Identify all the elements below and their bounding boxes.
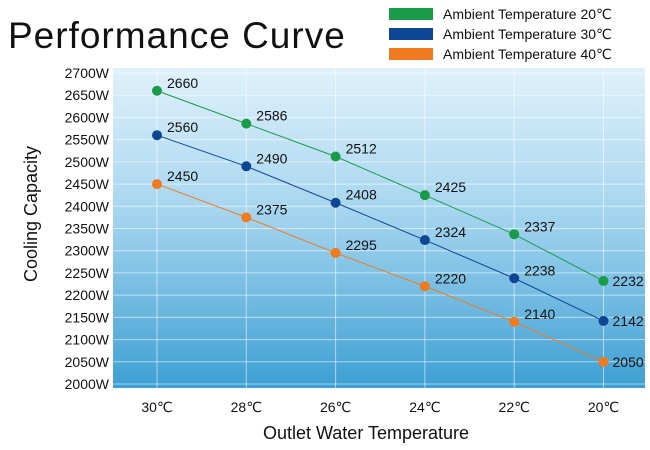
x-axis-label: Outlet Water Temperature — [263, 423, 469, 443]
data-point — [598, 315, 609, 326]
data-label: 2512 — [346, 141, 377, 157]
legend-swatch — [389, 48, 433, 60]
y-tick-label: 2200W — [65, 287, 110, 303]
y-tick-label: 2350W — [65, 221, 110, 237]
series-line — [156, 183, 604, 363]
y-tick-label: 2050W — [65, 354, 110, 370]
data-label: 2450 — [167, 168, 198, 184]
data-label: 2220 — [435, 270, 466, 286]
data-point — [152, 85, 162, 96]
data-label: 2337 — [524, 218, 555, 234]
series-lines — [156, 90, 604, 363]
legend: Ambient Temperature 20℃ Ambient Temperatu… — [389, 6, 612, 62]
data-label: 2238 — [524, 262, 555, 278]
legend-label: Ambient Temperature 40℃ — [443, 46, 612, 62]
x-tick-label: 24℃ — [409, 399, 440, 415]
legend-swatch — [389, 8, 433, 20]
data-point — [509, 229, 520, 240]
legend-swatch — [389, 28, 433, 40]
data-label: 2425 — [435, 179, 466, 195]
y-tick-label: 2400W — [65, 198, 110, 214]
legend-label: Ambient Temperature 30℃ — [443, 26, 612, 42]
data-point — [419, 190, 430, 201]
y-tick-label: 2500W — [65, 154, 110, 170]
x-tick-label: 22℃ — [499, 399, 530, 415]
data-label: 2232 — [613, 273, 644, 289]
data-label: 2324 — [435, 224, 466, 240]
data-label: 2490 — [256, 150, 287, 166]
data-point — [509, 273, 520, 284]
y-tick-label: 2650W — [65, 87, 110, 103]
data-labels: 2660 2586 2512 2425 2337 2232 2560 2490 2408 2324… — [167, 75, 644, 370]
data-point — [241, 118, 252, 129]
y-tick-label: 2300W — [65, 243, 110, 259]
x-axis-ticks: 30℃ 28℃ 26℃ 24℃ 22℃ 20℃ — [141, 399, 619, 415]
series-points — [152, 85, 609, 367]
x-tick-label: 28℃ — [231, 399, 262, 415]
data-point — [241, 161, 252, 172]
data-point — [598, 356, 609, 367]
data-label: 2375 — [256, 201, 287, 217]
data-point — [419, 235, 430, 246]
y-axis-label: Cooling Capacity — [21, 146, 41, 282]
x-tick-label: 30℃ — [141, 399, 172, 415]
data-point — [152, 179, 162, 190]
data-point — [419, 281, 430, 292]
y-tick-label: 2000W — [65, 376, 110, 392]
y-tick-label: 2100W — [65, 332, 110, 348]
data-label: 2050 — [613, 354, 644, 370]
data-point — [509, 316, 520, 327]
data-label: 2560 — [167, 119, 198, 135]
data-point — [330, 247, 341, 258]
series-line — [156, 90, 604, 282]
data-label: 2295 — [346, 237, 377, 253]
data-point — [330, 197, 341, 208]
y-tick-label: 2600W — [65, 109, 110, 125]
grid — [113, 68, 645, 388]
chart-title: Performance Curve — [8, 15, 346, 56]
y-tick-label: 2450W — [65, 176, 110, 192]
data-point — [330, 151, 341, 162]
y-tick-label: 2550W — [65, 132, 110, 148]
data-label: 2142 — [613, 313, 644, 329]
x-tick-label: 20℃ — [588, 399, 619, 415]
data-point — [152, 130, 162, 141]
y-tick-label: 2250W — [65, 265, 110, 281]
y-tick-label: 2700W — [65, 65, 110, 81]
y-tick-label: 2150W — [65, 309, 110, 325]
data-label: 2140 — [524, 306, 555, 322]
data-label: 2586 — [256, 108, 287, 124]
data-label: 2660 — [167, 75, 198, 91]
data-point — [241, 212, 252, 223]
data-label: 2408 — [346, 187, 377, 203]
y-axis-ticks: 2000W 2050W 2100W 2150W 2200W 2250W 2300W 2350W… — [65, 65, 110, 392]
legend-label: Ambient Temperature 20℃ — [443, 6, 612, 22]
series-line — [156, 134, 604, 322]
data-point — [598, 275, 609, 286]
x-tick-label: 26℃ — [320, 399, 351, 415]
